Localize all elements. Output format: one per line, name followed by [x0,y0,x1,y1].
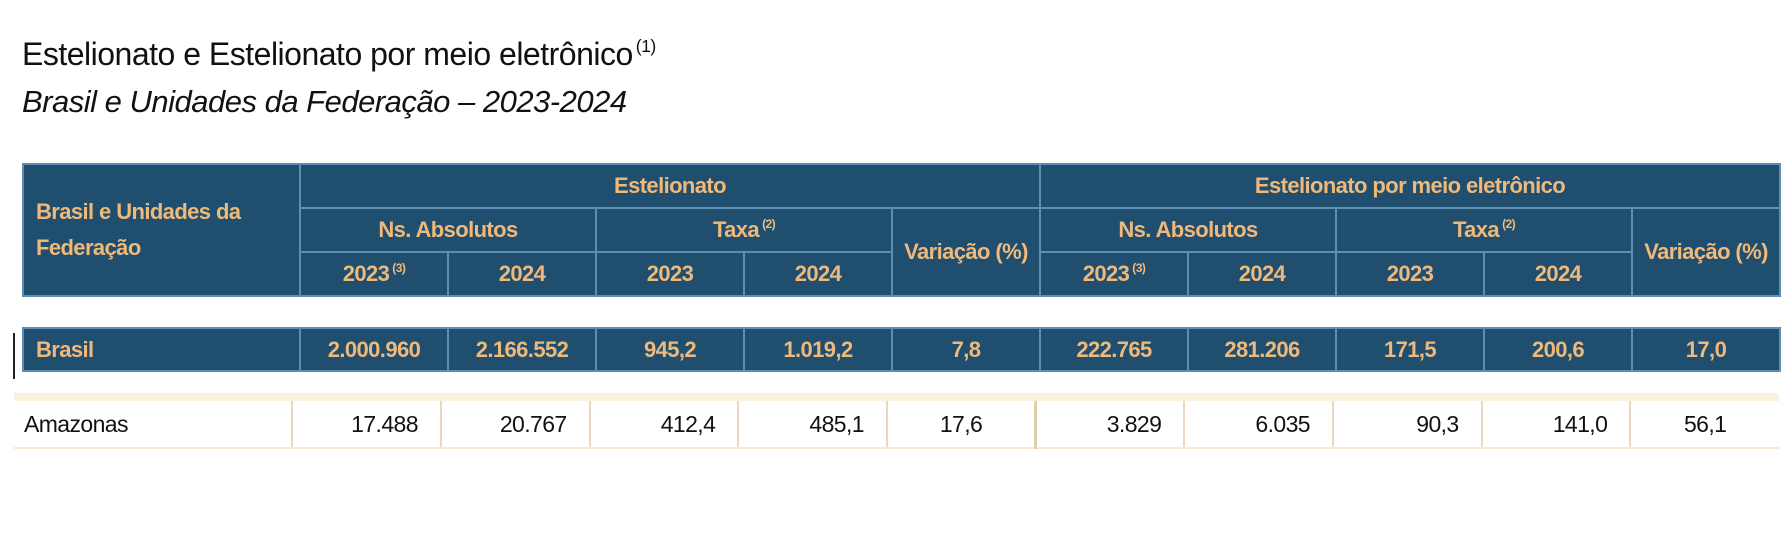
variation-header: Variação (%) [1630,207,1782,297]
cell-value: 90,3 [1331,397,1482,449]
year-header: 2023 [1335,251,1485,297]
subgroup-header: Ns. Absolutos [1039,207,1337,253]
header-text: 2023 [342,261,390,287]
cell-value: 56,1 [1629,397,1779,449]
header-text: Taxa [1452,217,1500,243]
title: Estelionato e Estelionato por meio eletr… [22,36,656,73]
cell-value: 141,0 [1480,397,1631,449]
table-header: Brasil e Unidades da Federação Estelionat… [22,163,1782,297]
header-text: Taxa [712,217,760,243]
variation-header: Variação (%) [891,207,1041,297]
header-row: Brasil e Unidades da Federação Estelionat… [22,163,1782,297]
year-header: 2024 [1483,251,1633,297]
cell-value: 485,1 [737,397,887,449]
title-text: Estelionato e Estelionato por meio eletr… [22,36,633,73]
cell-value: 3.829 [1034,397,1185,449]
table-row: Amazonas 17.488 20.767 412,4 485,1 17,6 3.829 6… [14,393,1779,449]
cell-value: 281.206 [1187,327,1337,372]
note-marker: (2) [1502,216,1516,231]
cell-value: 412,4 [588,397,739,449]
note-marker: (3) [1132,260,1146,275]
year-header: 2023 (3) [299,251,449,297]
cell-value: 200,6 [1483,327,1633,372]
cell-value: 222.765 [1039,327,1189,372]
subgroup-header: Taxa (2) [1335,207,1633,253]
data-row: Brasil 2.000.960 2.166.552 945,2 1.019,2 7,8 2… [22,327,1781,372]
region-header: Brasil e Unidades da Federação [22,163,301,297]
cell-value: 7,8 [891,327,1041,372]
cell-value: 2.000.960 [299,327,449,372]
year-header: 2024 [447,251,597,297]
header-text: 2023 [1082,261,1130,287]
cell-value: 6.035 [1183,397,1333,449]
cell-value: 17.488 [291,397,441,449]
cell-value: 1.019,2 [743,327,893,372]
table-row: Brasil 2.000.960 2.166.552 945,2 1.019,2 7,8 2… [22,327,1781,372]
group-header: Estelionato [299,163,1041,209]
cell-value: 945,2 [595,327,745,372]
subgroup-header: Taxa (2) [595,207,893,253]
cell-value: 20.767 [439,397,590,449]
header-row: 2023 (3) 2024 2023 2024 2023 (3) 2024 2023 2024 [23,251,1780,297]
cell-value: 171,5 [1335,327,1485,372]
subgroup-header: Ns. Absolutos [299,207,597,253]
year-header: 2023 (3) [1039,251,1189,297]
cell-value: 17,0 [1631,327,1781,372]
note-marker: (3) [392,260,406,275]
year-header: 2024 [743,251,893,297]
subtitle: Brasil e Unidades da Federação – 2023-20… [22,84,627,119]
header-row: Ns. Absolutos Taxa (2) Variação (%) Ns. Abso… [23,207,1782,297]
row-label: Brasil [22,327,301,372]
year-header: 2024 [1187,251,1337,297]
data-row: Amazonas 17.488 20.767 412,4 485,1 17,6 3.829 6… [14,397,1779,449]
title-note: (1) [635,36,657,56]
group-header: Estelionato por meio eletrônico [1038,163,1782,209]
cell-value: 17,6 [885,397,1036,449]
note-marker: (2) [762,216,776,231]
text-cursor [13,333,15,379]
cell-value: 2.166.552 [447,327,597,372]
year-header: 2023 [595,251,745,297]
row-label: Amazonas [14,397,293,449]
